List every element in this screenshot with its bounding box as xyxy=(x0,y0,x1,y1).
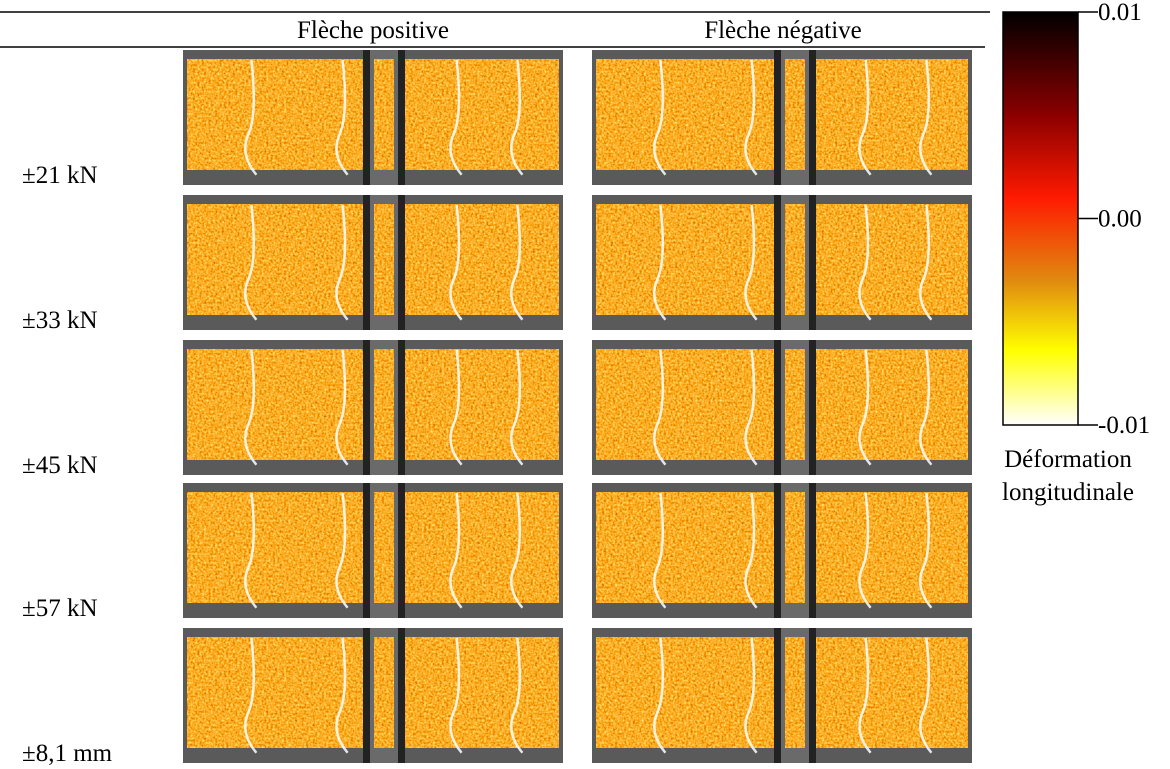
crack xyxy=(858,492,872,609)
post xyxy=(774,50,781,185)
crack xyxy=(244,637,258,754)
crack xyxy=(858,59,872,176)
crack xyxy=(858,204,872,321)
crack xyxy=(744,637,758,754)
crack xyxy=(244,204,258,321)
crack xyxy=(919,204,933,321)
strain-map xyxy=(183,483,563,618)
crack xyxy=(653,349,667,466)
crack xyxy=(653,59,667,176)
row-label: ±57 kN xyxy=(22,595,98,622)
crack xyxy=(653,204,667,321)
post xyxy=(398,50,405,185)
strain-map xyxy=(592,483,972,618)
post xyxy=(398,628,405,763)
crack xyxy=(653,492,667,609)
bar xyxy=(785,349,805,460)
crack xyxy=(858,637,872,754)
post xyxy=(809,340,816,475)
crack xyxy=(858,349,872,466)
crack xyxy=(449,59,463,176)
post xyxy=(809,483,816,618)
crack xyxy=(744,349,758,466)
row-label: ±45 kN xyxy=(22,452,98,479)
post xyxy=(363,483,370,618)
crack xyxy=(919,637,933,754)
post xyxy=(774,483,781,618)
crack xyxy=(449,349,463,466)
crack xyxy=(335,492,349,609)
strain-map xyxy=(592,628,972,763)
crack xyxy=(919,59,933,176)
post xyxy=(398,483,405,618)
colorbar-label: Déformation xyxy=(1004,446,1132,473)
crack xyxy=(510,492,524,609)
strain-map xyxy=(592,340,972,475)
crack xyxy=(510,637,524,754)
crack xyxy=(335,637,349,754)
crack xyxy=(449,492,463,609)
strain-map xyxy=(592,50,972,185)
crack xyxy=(335,59,349,176)
colorbar xyxy=(1002,11,1079,426)
crack xyxy=(244,59,258,176)
post xyxy=(398,195,405,330)
column-header: Flèche positive xyxy=(297,17,449,44)
bar xyxy=(374,59,394,170)
colorbar-label: longitudinale xyxy=(1002,479,1134,506)
crack xyxy=(919,492,933,609)
bar xyxy=(374,204,394,315)
post xyxy=(809,50,816,185)
crack xyxy=(335,204,349,321)
crack xyxy=(449,637,463,754)
post xyxy=(774,340,781,475)
post xyxy=(363,50,370,185)
post xyxy=(363,340,370,475)
strain-map xyxy=(183,50,563,185)
column-header: Flèche négative xyxy=(704,17,862,44)
bar xyxy=(785,204,805,315)
crack xyxy=(244,492,258,609)
crack xyxy=(744,492,758,609)
row-label: ±21 kN xyxy=(22,162,98,189)
row-label: ±33 kN xyxy=(22,307,98,334)
bar xyxy=(374,492,394,603)
row-label: ±8,1 mm xyxy=(22,740,113,767)
post xyxy=(774,628,781,763)
colorbar-tick-label: -0.01 xyxy=(1098,412,1150,439)
crack xyxy=(653,637,667,754)
bar xyxy=(374,349,394,460)
crack xyxy=(744,59,758,176)
colorbar-tick-label: 0.01 xyxy=(1098,0,1142,26)
post xyxy=(809,195,816,330)
strain-map xyxy=(592,195,972,330)
bar xyxy=(785,492,805,603)
bar xyxy=(374,637,394,748)
strain-map xyxy=(183,195,563,330)
crack xyxy=(244,349,258,466)
crack xyxy=(919,349,933,466)
strain-map xyxy=(183,340,563,475)
post xyxy=(363,628,370,763)
crack xyxy=(510,59,524,176)
post xyxy=(774,195,781,330)
crack xyxy=(510,349,524,466)
crack xyxy=(744,204,758,321)
crack xyxy=(449,204,463,321)
post xyxy=(398,340,405,475)
crack xyxy=(335,349,349,466)
strain-map xyxy=(183,628,563,763)
bar xyxy=(785,637,805,748)
post xyxy=(363,195,370,330)
colorbar-tick-label: 0.00 xyxy=(1098,206,1142,233)
bar xyxy=(785,59,805,170)
crack xyxy=(510,204,524,321)
post xyxy=(809,628,816,763)
